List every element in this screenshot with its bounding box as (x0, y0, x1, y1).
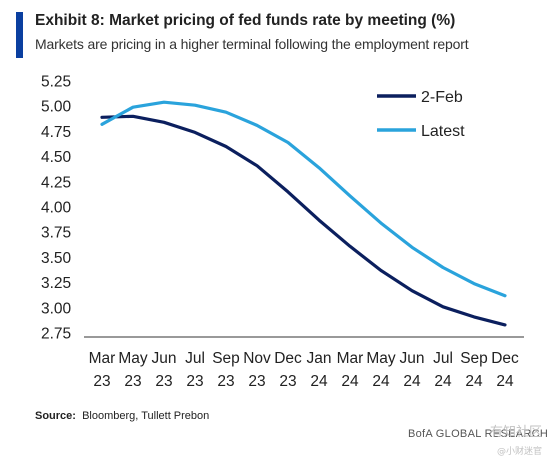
x-tick-month: Dec (274, 350, 302, 367)
x-tick-label: Jan 24 (307, 350, 332, 390)
x-tick-year: 24 (465, 373, 483, 390)
x-tick-month: Mar (337, 350, 364, 367)
x-tick-label: Jun 23 (152, 350, 177, 390)
x-tick-month: Sep (460, 350, 488, 367)
source-label: Source: (35, 410, 76, 422)
y-tick-label: 5.00 (41, 99, 72, 116)
y-tick-label: 3.25 (41, 275, 71, 292)
y-tick-label: 4.75 (41, 124, 71, 141)
y-tick-label: 3.00 (41, 300, 72, 317)
y-tick-label: 3.50 (41, 250, 72, 267)
x-tick-month: Jul (185, 350, 205, 367)
x-tick-year: 24 (310, 373, 328, 390)
x-tick-month: May (366, 350, 396, 367)
x-tick-month: Mar (89, 350, 116, 367)
chart-subtitle: Markets are pricing in a higher terminal… (35, 36, 469, 52)
x-tick-label: May 24 (366, 350, 396, 390)
x-tick-year: 24 (496, 373, 514, 390)
x-tick-label: Nov 23 (243, 350, 271, 390)
source-note: Source: Bloomberg, Tullett Prebon (35, 410, 209, 422)
x-axis-ticks: Mar 23 May 23 Jun 23 Jul 23 Sep 23 Nov 23 Dec 23 Jan 24… (89, 350, 519, 390)
legend-label: Latest (421, 123, 465, 140)
y-tick-label: 5.25 (41, 74, 71, 91)
x-tick-label: Dec 23 (274, 350, 302, 390)
watermark-text: 有知社区 (489, 425, 542, 440)
x-tick-year: 23 (279, 373, 296, 390)
x-tick-month: Nov (243, 350, 271, 367)
x-tick-label: Sep 23 (212, 350, 240, 390)
x-tick-year: 23 (124, 373, 141, 390)
x-tick-year: 24 (341, 373, 359, 390)
x-tick-label: Mar 23 (89, 350, 116, 390)
x-tick-label: Dec 24 (491, 350, 519, 390)
y-axis-ticks: 5.25 5.00 4.75 4.50 4.25 4.00 3.75 3.50 3.25 3.00… (41, 74, 72, 343)
y-tick-label: 3.75 (41, 225, 71, 242)
x-tick-year: 23 (155, 373, 172, 390)
x-tick-label: Sep 24 (460, 350, 488, 390)
x-tick-month: Jan (307, 350, 332, 367)
x-tick-label: Jul 24 (433, 350, 453, 390)
title-accent-bar (16, 12, 23, 58)
x-tick-label: Mar 24 (337, 350, 364, 390)
x-tick-year: 23 (186, 373, 203, 390)
y-tick-label: 4.50 (41, 149, 72, 166)
bofa-footer: BofA GLOBAL RESEARCH (408, 428, 549, 440)
x-tick-month: Jul (433, 350, 453, 367)
x-tick-year: 24 (403, 373, 421, 390)
chart-title: Exhibit 8: Market pricing of fed funds r… (35, 12, 456, 29)
x-tick-year: 23 (93, 373, 110, 390)
y-tick-label: 4.00 (41, 200, 72, 217)
x-tick-label: Jun 24 (400, 350, 425, 390)
x-tick-month: Dec (491, 350, 519, 367)
source-text: Bloomberg, Tullett Prebon (82, 410, 210, 422)
legend: 2-Feb Latest (377, 89, 465, 140)
x-tick-year: 24 (434, 373, 452, 390)
x-tick-label: Jul 23 (185, 350, 205, 390)
series-line-latest (100, 100, 507, 298)
x-tick-month: Sep (212, 350, 240, 367)
series-lines (100, 100, 507, 327)
legend-label: 2-Feb (421, 89, 463, 106)
y-tick-label: 2.75 (41, 326, 71, 343)
watermark-handle: @小财迷官 (496, 447, 542, 457)
x-tick-month: May (118, 350, 148, 367)
x-tick-year: 24 (372, 373, 390, 390)
series-line-2-feb (100, 114, 507, 327)
y-tick-label: 4.25 (41, 174, 71, 191)
x-tick-month: Jun (152, 350, 177, 367)
x-tick-label: May 23 (118, 350, 148, 390)
x-tick-year: 23 (248, 373, 265, 390)
x-tick-year: 23 (217, 373, 234, 390)
x-tick-month: Jun (400, 350, 425, 367)
